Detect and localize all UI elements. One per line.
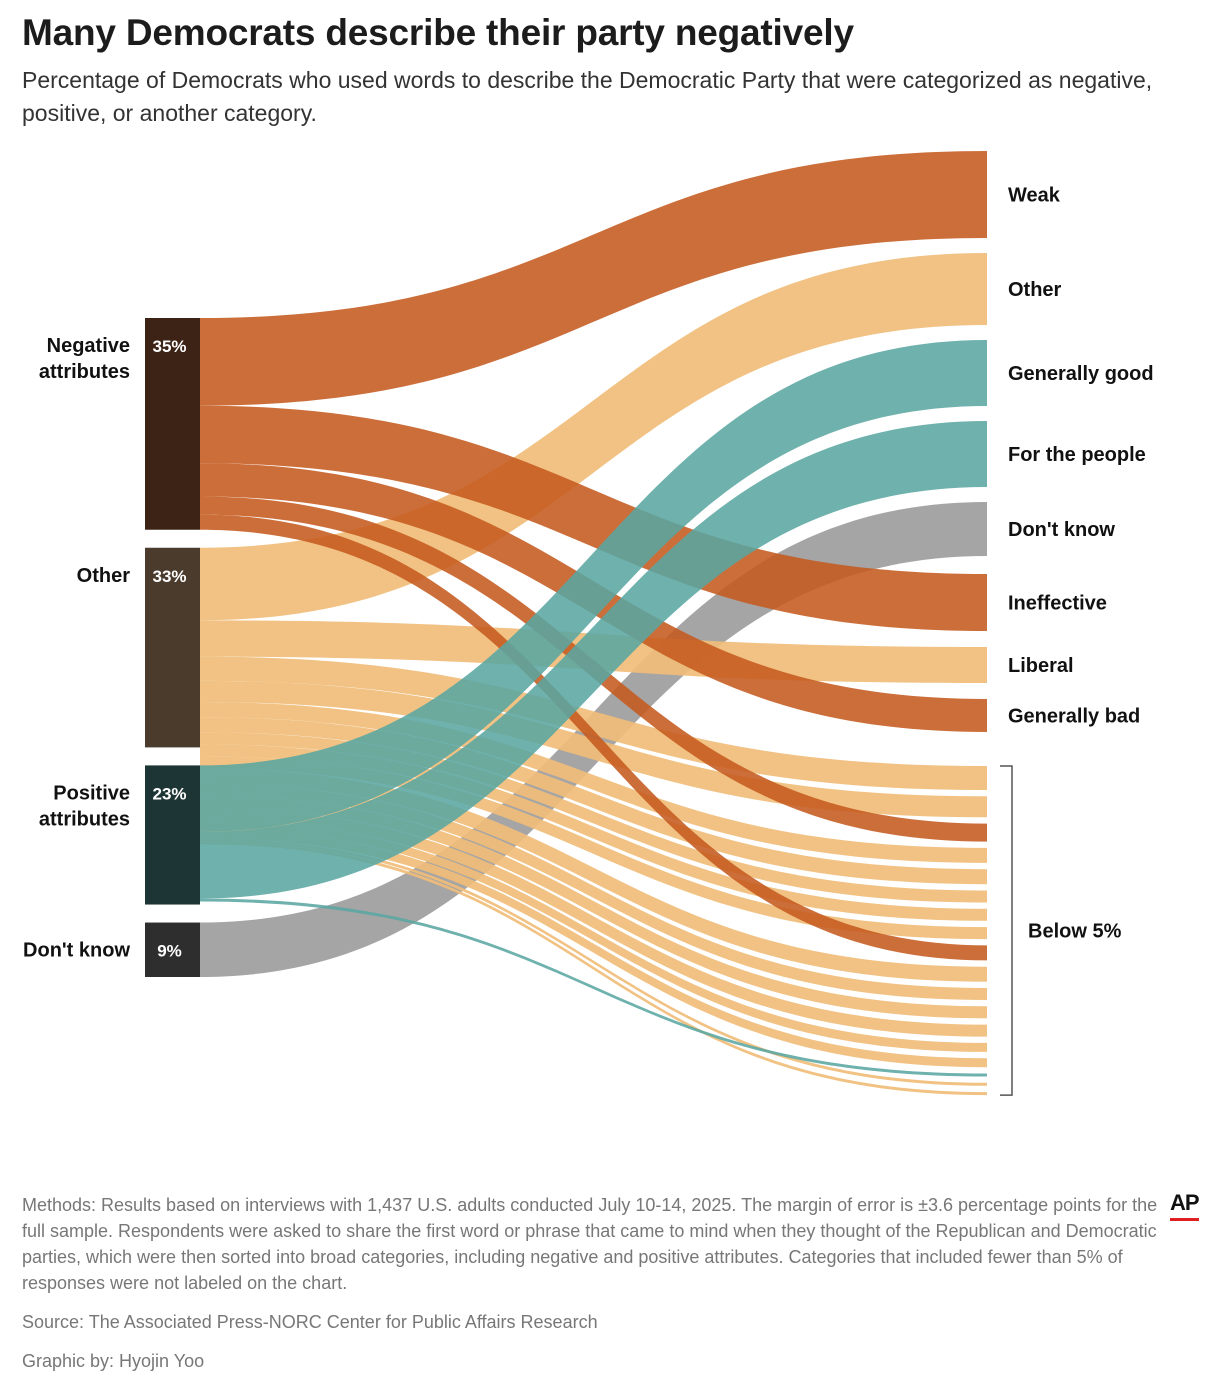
- source-label-pos-1: attributes: [39, 808, 130, 830]
- flow-pos-people: [200, 421, 987, 899]
- flow-oth-s1: [200, 656, 987, 790]
- source-pct-pos: 23%: [152, 784, 186, 803]
- flow-pos-s16: [200, 898, 987, 1077]
- source-label-dk-0: Don't know: [23, 940, 130, 962]
- source-pct-oth: 33%: [152, 567, 186, 586]
- flow-oth-s6: [200, 732, 987, 903]
- graphic-credit: Graphic by: Hyojin Yoo: [22, 1351, 205, 1371]
- flow-neg-ineffective: [200, 405, 987, 631]
- chart-subtitle: Percentage of Democrats who used words t…: [22, 67, 1153, 126]
- chart-title: Many Democrats describe their party nega…: [22, 12, 854, 53]
- ap-logo-underline: [1170, 1218, 1199, 1221]
- methods-note: Methods: Results based on interviews wit…: [22, 1195, 1158, 1293]
- target-label-dontknow: Don't know: [1008, 519, 1115, 541]
- flow-neg-s9: [200, 514, 987, 961]
- flow-oth-s17: [200, 838, 987, 1086]
- source-label-neg-0: Negative: [47, 335, 130, 357]
- source-label-neg-1: attributes: [39, 361, 130, 383]
- ap-logo: AP: [1170, 1190, 1200, 1215]
- target-label-weak: Weak: [1008, 185, 1061, 207]
- source-label-oth-0: Other: [77, 565, 131, 587]
- flow-oth-s5: [200, 717, 987, 885]
- flow-oth-s2: [200, 680, 987, 818]
- flow-oth-s12: [200, 795, 987, 1019]
- source-node-oth: [145, 547, 200, 748]
- flow-oth-s18: [200, 841, 987, 1096]
- source-pct-dk: 9%: [157, 942, 182, 961]
- target-label-people: For the people: [1008, 444, 1146, 466]
- below-5-label: Below 5%: [1028, 921, 1122, 943]
- flow-pos-good: [200, 340, 987, 832]
- source-node-neg: [145, 318, 200, 530]
- target-label-other: Other: [1008, 279, 1062, 301]
- flow-oth-s8: [200, 756, 987, 940]
- source-pct-neg: 35%: [152, 337, 186, 356]
- target-label-good: Generally good: [1008, 363, 1154, 385]
- flow-oth-s11: [200, 783, 987, 1000]
- flow-oth-s7: [200, 744, 987, 921]
- below-5-bracket: [1000, 765, 1013, 1096]
- source-node-pos: [145, 765, 200, 905]
- target-label-liberal: Liberal: [1008, 655, 1074, 677]
- flow-oth-s14: [200, 820, 987, 1052]
- flow-oth-s13: [200, 807, 987, 1037]
- sankey-chart: 35% Negative attributes 33% Other 23% Positive…: [23, 151, 1154, 1096]
- source-note: Source: The Associated Press-NORC Center…: [22, 1312, 598, 1332]
- target-label-ineffective: Ineffective: [1008, 593, 1107, 615]
- flow-oth-s4: [200, 702, 987, 863]
- source-label-pos-0: Positive: [53, 782, 130, 804]
- flow-oth-s10: [200, 768, 987, 982]
- flow-oth-other: [200, 253, 987, 621]
- target-label-bad: Generally bad: [1008, 706, 1140, 728]
- flow-oth-s15: [200, 829, 987, 1068]
- source-node-dk: [145, 922, 200, 977]
- flow-layer: [200, 151, 987, 1096]
- flow-neg-weak: [200, 151, 987, 406]
